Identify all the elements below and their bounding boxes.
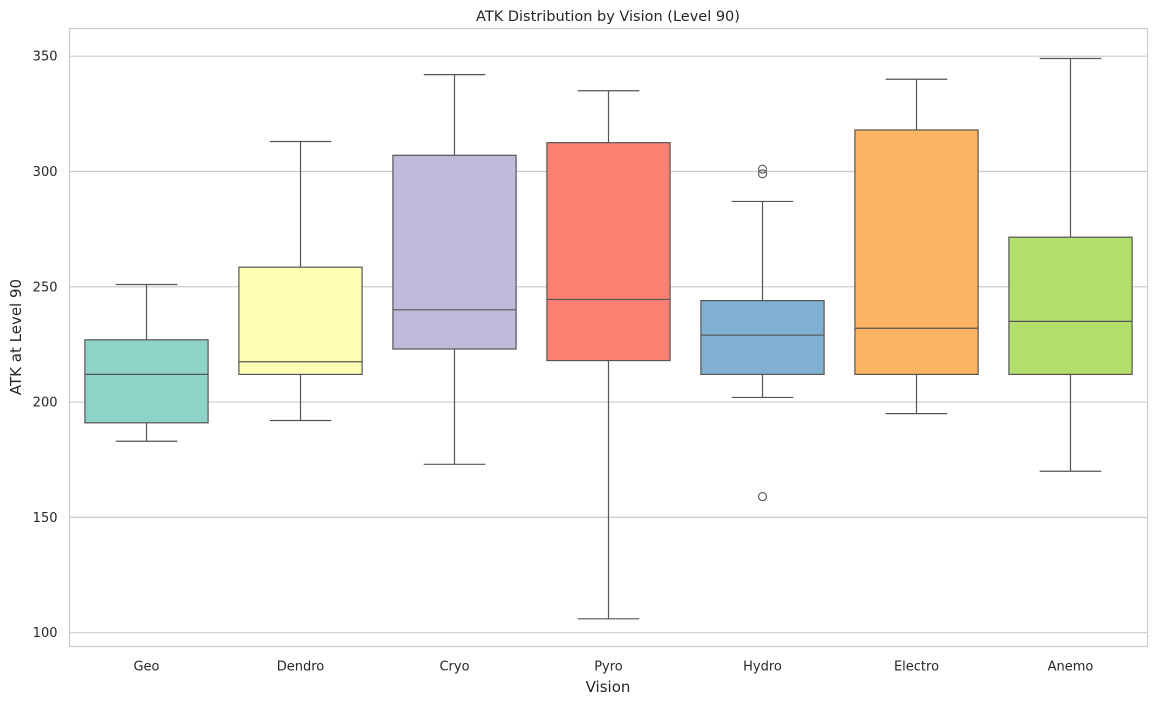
box-iqr (854, 129, 979, 375)
outlier-point (757, 492, 768, 502)
y-tick-label: 250 (33, 280, 58, 295)
x-tick-label: Anemo (1048, 660, 1094, 675)
box-iqr (238, 266, 363, 375)
x-tick-label: Pyro (594, 660, 623, 675)
box-iqr (546, 142, 671, 362)
box-iqr (84, 339, 209, 424)
box-group-pyro (546, 90, 671, 620)
box-group-dendro (238, 140, 363, 422)
y-tick-label: 300 (33, 165, 58, 180)
x-tick-label: Dendro (277, 660, 325, 675)
box-group-anemo (1008, 57, 1133, 472)
y-tick-label: 200 (33, 396, 58, 411)
box-group-geo (84, 283, 209, 442)
outlier-point (757, 164, 768, 174)
box-iqr (1008, 236, 1133, 375)
chart-title: ATK Distribution by Vision (Level 90) (476, 9, 740, 25)
y-tick-labels: 100 150 200 250 300 350 (33, 50, 58, 641)
y-tick-label: 100 (33, 626, 58, 641)
plot-frame (68, 27, 1149, 648)
y-axis-label: ATK at Level 90 (7, 279, 25, 395)
box-iqr (700, 300, 825, 375)
x-tick-labels: Geo Dendro Cryo Pyro Hydro Electro Anemo (133, 660, 1093, 675)
box-group-cryo (392, 74, 517, 465)
outlier-point (757, 169, 768, 179)
box-group-electro (854, 78, 979, 415)
box-iqr (392, 154, 517, 350)
boxes (84, 57, 1133, 620)
y-tick-label: 350 (33, 50, 58, 65)
box-group-hydro (700, 164, 825, 502)
x-tick-label: Geo (133, 660, 159, 675)
x-tick-label: Cryo (439, 660, 469, 675)
x-tick-label: Electro (894, 660, 939, 675)
x-axis-label: Vision (586, 678, 631, 696)
x-tick-label: Hydro (743, 660, 782, 675)
y-tick-label: 150 (33, 511, 58, 526)
